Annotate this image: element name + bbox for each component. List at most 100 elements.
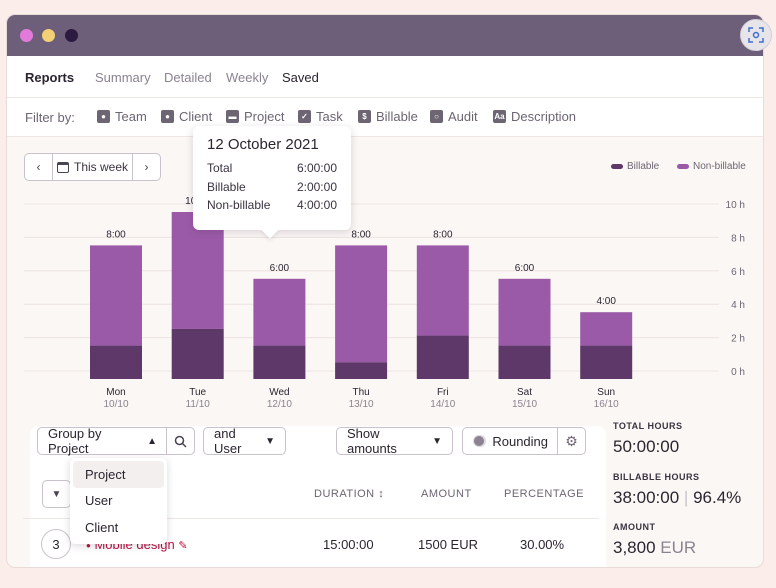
menu-item-user[interactable]: User [85, 493, 113, 509]
bar-billable [498, 345, 551, 379]
filter-project[interactable]: ▬ Project [226, 109, 284, 124]
row-percentage: 30.00% [520, 537, 565, 552]
nav-summary[interactable]: Summary [95, 70, 151, 85]
chart-tooltip: 12 October 2021 Total 6:00:00 Billable 2:0… [193, 126, 351, 230]
team-icon: ● [97, 110, 110, 123]
show-amounts-select[interactable]: Show amounts ▼ [336, 426, 453, 456]
bar-billable [580, 345, 633, 379]
filter-description[interactable]: Aa Description [493, 109, 577, 124]
filter-task[interactable]: ✓ Task [298, 109, 343, 124]
x-tick-label: Mon [106, 387, 125, 398]
x-date-label: 11/10 [186, 399, 211, 410]
x-date-label: 13/10 [349, 399, 374, 410]
y-tick-label: 8 h [731, 233, 745, 244]
y-tick-label: 2 h [731, 334, 745, 345]
chart-section: ‹ This week › Billable Non-billable 0 h 2… [7, 137, 763, 410]
group-by-menu: Project User Client [70, 458, 167, 544]
y-tick-label: 6 h [731, 267, 745, 278]
x-date-label: 10/10 [103, 399, 128, 410]
x-date-label: 16/10 [594, 399, 619, 410]
hours-bar-chart: 0 h2 h4 h6 h8 h10 h8:00Mon10/1010:00Tue1… [24, 196, 745, 410]
bar-billable [171, 328, 224, 379]
billable-icon: $ [358, 110, 371, 123]
calendar-icon [56, 161, 69, 173]
bar-total-label: 8:00 [433, 229, 453, 240]
legend-nonbillable-swatch [677, 164, 689, 169]
palette-icon: ✎ [178, 540, 188, 552]
rounding-settings-button[interactable]: ⚙ [557, 427, 586, 455]
filter-billable[interactable]: $ Billable [358, 109, 418, 124]
percentage-header[interactable]: PERCENTAGE [504, 488, 584, 500]
x-tick-label: Fri [437, 387, 449, 398]
bar-nonbillable [90, 245, 142, 346]
bar-billable [416, 335, 469, 379]
expand-all-button[interactable]: ▼ [42, 480, 71, 508]
search-button[interactable] [166, 427, 195, 455]
tooltip-row-billable: Billable 2:00:00 [207, 179, 337, 194]
and-user-select[interactable]: and User ▼ [203, 426, 286, 456]
client-icon: ● [161, 110, 174, 123]
row-duration: 15:00:00 [323, 537, 374, 552]
week-picker-button[interactable]: This week [52, 154, 133, 180]
menu-item-project[interactable]: Project [73, 461, 164, 488]
gear-icon: ⚙ [565, 432, 578, 449]
nav-detailed[interactable]: Detailed [164, 70, 212, 85]
row-amount: 1500 EUR [418, 537, 478, 552]
legend-billable-swatch [611, 164, 623, 169]
billable-hours-stat: BILLABLE HOURS 38:00:00 | 96.4% [613, 472, 742, 507]
nav-saved[interactable]: Saved [282, 70, 319, 85]
x-tick-label: Sun [597, 387, 615, 398]
bar-nonbillable [498, 278, 551, 346]
bar-billable [253, 345, 306, 379]
week-selector: ‹ This week › [24, 153, 161, 181]
bar-billable [335, 362, 388, 379]
bar-total-label: 8:00 [351, 229, 371, 240]
chevron-up-icon: ▲ [147, 435, 157, 447]
nav-reports: Reports [25, 70, 75, 85]
tooltip-row-nonbillable: Non-billable 4:00:00 [207, 198, 337, 212]
menu-item-client[interactable]: Client [85, 519, 119, 535]
group-by-button[interactable]: Group by Project ▲ [37, 426, 167, 456]
bar-nonbillable [580, 312, 633, 346]
x-tick-label: Thu [352, 387, 369, 398]
chevron-down-icon: ▼ [432, 435, 442, 447]
table-divider [23, 518, 599, 519]
rounding-toggle[interactable]: Rounding [462, 427, 558, 455]
total-hours-stat: TOTAL HOURS 50:00:00 [613, 421, 683, 456]
filter-team[interactable]: ● Team [97, 109, 147, 124]
previous-week-button[interactable]: ‹ [36, 160, 41, 174]
close-window-button[interactable] [20, 29, 33, 42]
nav-weekly[interactable]: Weekly [226, 70, 269, 85]
title-bar [7, 15, 763, 56]
amount-header[interactable]: AMOUNT [421, 488, 472, 500]
legend-nonbillable: Non-billable [677, 161, 746, 172]
search-icon [174, 435, 187, 448]
screenshot-icon [748, 27, 764, 43]
filter-audit[interactable]: ○ Audit [430, 109, 478, 124]
legend-billable: Billable [611, 161, 659, 172]
x-tick-label: Wed [269, 387, 289, 398]
x-tick-label: Sat [517, 387, 532, 398]
screenshot-button[interactable] [740, 19, 772, 51]
bar-total-label: 4:00 [596, 296, 616, 307]
bar-nonbillable [335, 245, 388, 363]
bar-total-label: 6:00 [270, 263, 290, 274]
y-tick-label: 0 h [731, 367, 745, 378]
task-icon: ✓ [298, 110, 311, 123]
maximize-window-button[interactable] [65, 29, 78, 42]
amount-stat: AMOUNT 3,800 EUR [613, 522, 697, 557]
next-week-button[interactable]: › [144, 160, 149, 174]
bar-nonbillable [253, 278, 306, 346]
y-tick-label: 4 h [731, 300, 745, 311]
project-icon: ▬ [226, 110, 239, 123]
minimize-window-button[interactable] [42, 29, 55, 42]
bar-nonbillable [171, 212, 224, 329]
toggle-switch[interactable] [473, 435, 487, 447]
duration-header[interactable]: DURATION ↕ [314, 488, 385, 500]
audit-icon: ○ [430, 110, 443, 123]
y-tick-label: 10 h [726, 200, 745, 211]
chevron-down-icon: ▼ [265, 435, 275, 447]
x-date-label: 12/10 [267, 399, 292, 410]
bar-total-label: 8:00 [106, 229, 126, 240]
filter-client[interactable]: ● Client [161, 109, 212, 124]
